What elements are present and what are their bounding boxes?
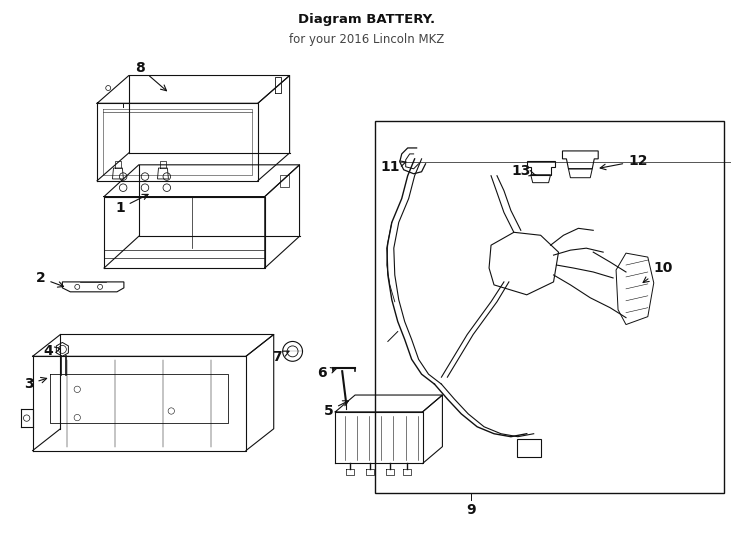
Text: 9: 9 (466, 503, 476, 517)
Text: 4: 4 (43, 345, 60, 359)
Text: 2: 2 (36, 271, 64, 287)
Bar (375, 121, 724, 493)
Text: Diagram BATTERY.: Diagram BATTERY. (299, 14, 435, 26)
Text: 13: 13 (511, 164, 536, 178)
Text: 5: 5 (324, 401, 349, 418)
Bar (517, 438, 541, 456)
Text: 7: 7 (272, 350, 289, 365)
Text: for your 2016 Lincoln MKZ: for your 2016 Lincoln MKZ (289, 33, 445, 46)
Text: 10: 10 (643, 261, 672, 282)
Text: 6: 6 (318, 366, 336, 380)
Text: 12: 12 (600, 154, 647, 170)
Text: 11: 11 (380, 160, 406, 174)
Text: 3: 3 (23, 377, 47, 391)
Text: 1: 1 (115, 194, 148, 215)
Text: 8: 8 (135, 60, 167, 91)
